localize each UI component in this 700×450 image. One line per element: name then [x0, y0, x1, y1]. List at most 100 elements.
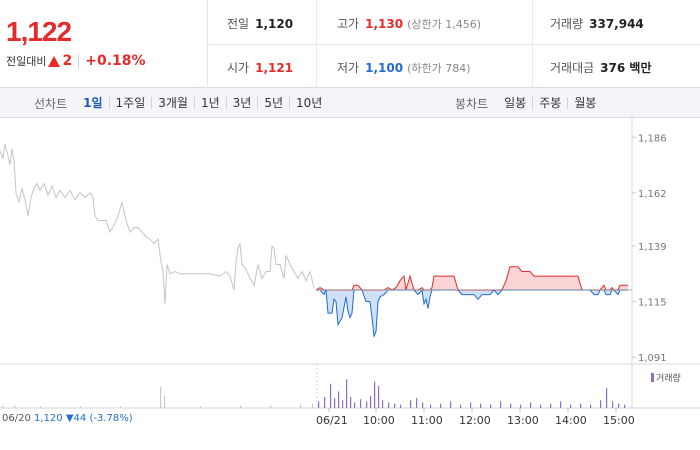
volume-bar — [318, 401, 320, 408]
volume-bar — [618, 403, 620, 408]
volume-bar — [338, 391, 340, 408]
change-value: 2 — [62, 53, 73, 69]
volume-bar — [510, 403, 512, 408]
x-tick-label: 13:00 — [507, 414, 539, 427]
period-1d[interactable]: 1일 — [83, 96, 103, 110]
volume-swatch — [651, 373, 654, 382]
stat-volume: 거래량 337,944 — [550, 15, 644, 32]
today-fill — [316, 266, 628, 337]
y-tick-label: 1,186 — [638, 133, 667, 144]
current-price: 1,122 — [6, 16, 72, 47]
stat-turnover: 거래대금 376 백만 — [550, 59, 651, 76]
period-5y[interactable]: 5년 — [257, 97, 289, 109]
price-chart-svg: 1,186 1,162 1,139 1,115 1,091 06/21 10:00 11:0… — [0, 118, 700, 427]
chart-toolbar: 선차트 1일 1주일 3개월 1년 3년 5년 10년 봉차트 일봉 주봉 월봉 — [0, 88, 700, 118]
volume-bar — [374, 381, 376, 408]
prev-day-date: 06/20 — [2, 413, 31, 424]
volume-bar — [422, 402, 424, 408]
y-tick-label: 1,162 — [638, 189, 667, 200]
volume-bar — [200, 406, 202, 408]
volume-bar — [470, 402, 472, 408]
y-tick-label: 1,139 — [638, 242, 667, 253]
volume-bar — [580, 403, 582, 408]
volume-bar — [164, 395, 166, 408]
volume-bar — [590, 404, 592, 408]
x-tick-label: 11:00 — [411, 414, 443, 427]
stat-prev-close: 전일 1,120 — [227, 15, 293, 32]
volume-bar — [430, 404, 432, 408]
volume-bar — [360, 399, 362, 408]
volume-bar — [324, 397, 326, 408]
change-percent: +0.18% — [85, 53, 146, 69]
volume-bars — [2, 379, 626, 408]
volume-bar — [300, 404, 302, 408]
volume-bar — [416, 398, 418, 408]
volume-bar — [550, 403, 552, 408]
today-fill-down — [316, 289, 628, 337]
y-tick-label: 1,091 — [638, 353, 667, 364]
volume-bar — [382, 400, 384, 408]
prev-close-label: 전일 — [227, 17, 250, 31]
volume-bar — [480, 403, 482, 408]
candle-weekly[interactable]: 주봉 — [532, 97, 567, 109]
volume-bar — [440, 403, 442, 408]
volume-bar — [388, 402, 390, 408]
high-label: 고가 — [337, 17, 360, 31]
prev-close-value: 1,120 — [255, 17, 294, 31]
low-value: 1,100 — [365, 61, 404, 75]
high-value: 1,130 — [365, 17, 404, 31]
x-axis-labels: 06/21 10:00 11:00 12:00 13:00 14:00 15:00 — [316, 408, 635, 427]
open-value: 1,121 — [255, 61, 294, 75]
prev-day-info: 06/20 1,120 ▼44 (-3.78%) — [2, 413, 133, 424]
volume-bar — [270, 405, 272, 408]
change-label: 전일대비 — [6, 55, 47, 68]
x-tick-label: 15:00 — [603, 414, 635, 427]
volume-bar — [120, 406, 122, 408]
upper-limit: (상한가 1,456) — [407, 18, 481, 31]
period-3y[interactable]: 3년 — [225, 97, 258, 109]
turnover-label: 거래대금 — [550, 61, 595, 75]
today-fill-up — [316, 266, 628, 290]
column-divider — [532, 0, 533, 88]
change-row: 전일대비 2 +0.18% — [6, 53, 146, 69]
period-1w[interactable]: 1주일 — [108, 97, 152, 109]
volume-bar — [312, 403, 314, 408]
period-1y[interactable]: 1년 — [193, 97, 226, 109]
low-label: 저가 — [337, 61, 360, 75]
volume-bar — [14, 405, 16, 408]
up-triangle-icon — [48, 55, 61, 67]
period-3m[interactable]: 3개월 — [151, 97, 194, 109]
x-tick-label: 12:00 — [459, 414, 491, 427]
volume-bar — [330, 383, 332, 408]
y-axis-ticks: 1,186 1,162 1,139 1,115 1,091 — [632, 133, 667, 364]
candle-daily[interactable]: 일봉 — [504, 96, 527, 110]
stat-grid: 전일 1,120 고가 1,130 (상한가 1,456) 거래량 337,944 시가… — [209, 0, 700, 88]
prev-day-series-line — [0, 144, 315, 304]
volume-bar — [540, 404, 542, 408]
volume-bar — [600, 400, 602, 408]
volume-bar — [342, 400, 344, 408]
candle-chart-periods: 봉차트 일봉 주봉 월봉 — [455, 88, 602, 118]
candle-monthly[interactable]: 월봉 — [567, 97, 602, 109]
volume-bar — [240, 405, 242, 408]
prev-day-close: 1,120 — [34, 413, 63, 424]
stock-summary: 1,122 전일대비 2 +0.18% 전일 1,120 고가 1,130 (상한가 … — [0, 0, 700, 88]
volume-bar — [394, 403, 396, 408]
stat-open: 시가 1,121 — [227, 59, 293, 76]
x-tick-label: 14:00 — [555, 414, 587, 427]
volume-bar — [366, 401, 368, 408]
volume-bar — [520, 404, 522, 408]
line-chart-label: 선차트 — [34, 96, 68, 111]
period-10y[interactable]: 10년 — [289, 97, 328, 109]
turnover-value: 376 백만 — [600, 61, 652, 75]
open-label: 시가 — [227, 61, 250, 75]
row-divider — [209, 44, 700, 45]
volume-bar — [624, 404, 626, 408]
volume-bar — [400, 404, 402, 408]
lower-limit: (하한가 784) — [407, 62, 471, 75]
volume-bar — [334, 398, 336, 408]
volume-bar — [410, 400, 412, 408]
column-divider — [316, 0, 317, 88]
volume-bar — [612, 401, 614, 408]
line-chart-periods: 선차트 1일 1주일 3개월 1년 3년 5년 10년 — [34, 88, 328, 118]
